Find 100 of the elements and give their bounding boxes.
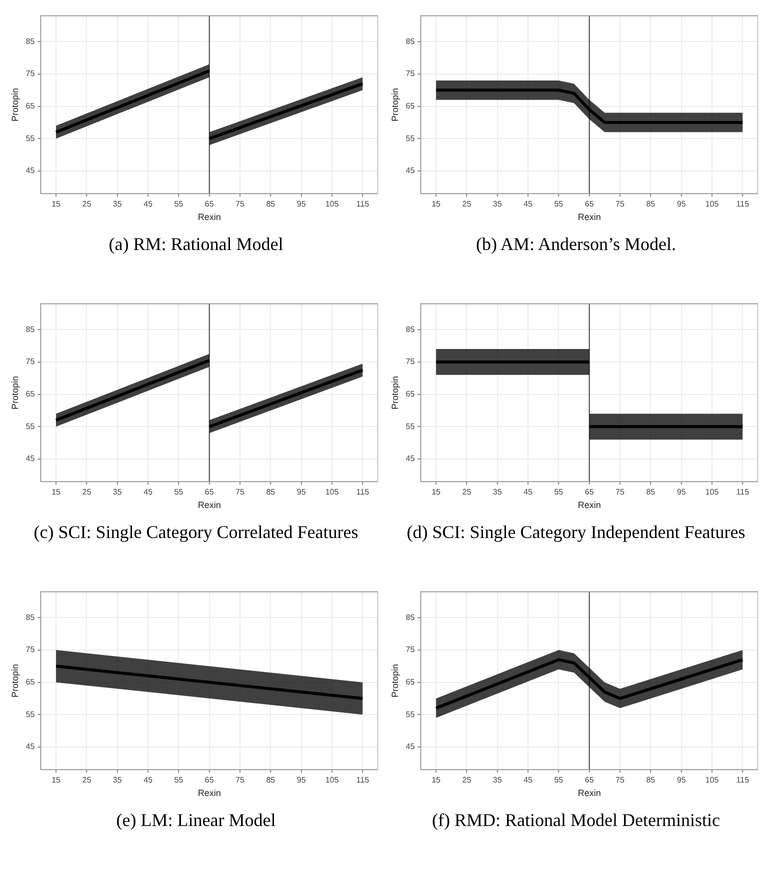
x-tick-label: 75 — [616, 200, 626, 209]
x-tick-label: 15 — [432, 488, 442, 497]
y-tick-label: 85 — [26, 36, 36, 46]
y-tick-label: 65 — [26, 390, 36, 399]
y-tick-label: 85 — [26, 324, 36, 334]
y-tick-label: 85 — [406, 36, 416, 46]
x-axis-title: Rexin — [198, 500, 221, 510]
x-tick-label: 55 — [174, 200, 184, 209]
x-tick-label: 85 — [266, 200, 276, 209]
x-tick-label: 45 — [144, 776, 154, 785]
x-axis-title: Rexin — [578, 788, 601, 798]
text: (b) AM: Anderson’s Model. — [475, 233, 677, 255]
x-tick-label: 75 — [236, 488, 246, 497]
x-tick-label: 85 — [646, 488, 656, 497]
x-tick-label: 95 — [676, 776, 686, 785]
x-tick-label: 55 — [174, 488, 184, 497]
y-tick-label: 65 — [406, 390, 416, 399]
y-tick-label: 45 — [26, 166, 36, 176]
x-tick-label: 105 — [705, 200, 720, 209]
x-tick-label: 35 — [112, 776, 122, 785]
y-axis-title: Protopin — [10, 664, 20, 698]
x-tick-label: 85 — [646, 200, 656, 209]
x-tick-label: 15 — [52, 488, 62, 497]
x-tick-label: 95 — [296, 200, 306, 209]
x-tick-label: 75 — [616, 776, 626, 785]
y-tick-label: 45 — [26, 742, 36, 752]
y-tick-label: 55 — [26, 710, 36, 719]
x-axis-title: Rexin — [198, 788, 221, 798]
x-tick-label: 75 — [616, 488, 626, 497]
y-axis-title: Protopin — [390, 664, 400, 698]
y-tick-label: 75 — [26, 645, 36, 654]
x-tick-label: 55 — [554, 488, 564, 497]
x-tick-label: 45 — [524, 776, 534, 785]
x-tick-label: 35 — [112, 488, 122, 497]
x-tick-label: 45 — [144, 200, 154, 209]
text: (c) SCI: Single Category Correlated Features — [32, 521, 360, 543]
x-tick-label: 75 — [236, 776, 246, 785]
y-axis-title: Protopin — [10, 376, 20, 410]
x-tick-label: 105 — [325, 776, 340, 785]
y-tick-label: 75 — [406, 69, 416, 78]
x-tick-label: 115 — [736, 488, 750, 497]
x-tick-label: 55 — [174, 776, 184, 785]
x-tick-label: 75 — [236, 200, 246, 209]
x-tick-label: 55 — [554, 776, 564, 785]
x-axis-title: Rexin — [198, 212, 221, 222]
y-tick-label: 75 — [26, 69, 36, 78]
x-tick-label: 105 — [705, 488, 720, 497]
y-tick-label: 65 — [26, 678, 36, 687]
x-tick-label: 95 — [676, 488, 686, 497]
y-tick-label: 55 — [26, 422, 36, 431]
x-tick-label: 45 — [144, 488, 154, 497]
y-axis-title: Protopin — [10, 88, 20, 122]
x-tick-label: 115 — [736, 200, 750, 209]
x-tick-label: 105 — [325, 488, 340, 497]
y-tick-label: 65 — [406, 678, 416, 687]
x-axis-title: Rexin — [578, 212, 601, 222]
x-tick-label: 65 — [204, 776, 214, 785]
x-tick-label: 55 — [554, 200, 564, 209]
x-tick-label: 95 — [296, 488, 306, 497]
x-tick-label: 115 — [736, 776, 750, 785]
y-tick-label: 85 — [406, 612, 416, 622]
y-tick-label: 55 — [406, 710, 416, 719]
x-tick-label: 15 — [52, 200, 62, 209]
x-tick-label: 85 — [266, 776, 276, 785]
x-tick-label: 65 — [584, 200, 594, 209]
y-axis-title: Protopin — [390, 376, 400, 410]
x-tick-label: 105 — [705, 776, 720, 785]
x-tick-label: 35 — [492, 200, 502, 209]
x-tick-label: 25 — [82, 488, 92, 497]
x-tick-label: 25 — [462, 488, 472, 497]
x-tick-label: 25 — [462, 776, 472, 785]
x-tick-label: 95 — [296, 776, 306, 785]
y-tick-label: 55 — [406, 422, 416, 431]
y-axis-title: Protopin — [390, 88, 400, 122]
x-tick-label: 45 — [524, 200, 534, 209]
x-tick-label: 65 — [584, 776, 594, 785]
text: (a) RM: Rational Model — [108, 233, 284, 255]
x-tick-label: 25 — [82, 776, 92, 785]
x-tick-label: 15 — [432, 200, 442, 209]
x-tick-label: 45 — [524, 488, 534, 497]
x-tick-label: 25 — [462, 200, 472, 209]
y-tick-label: 75 — [406, 357, 416, 366]
text: (d) SCI: Single Category Independent Features — [406, 521, 746, 543]
y-tick-label: 55 — [406, 134, 416, 143]
x-axis-title: Rexin — [578, 500, 601, 510]
y-tick-label: 75 — [26, 357, 36, 366]
y-tick-label: 85 — [26, 612, 36, 622]
y-tick-label: 75 — [406, 645, 416, 654]
x-tick-label: 15 — [52, 776, 62, 785]
x-tick-label: 85 — [646, 776, 656, 785]
x-tick-label: 65 — [204, 488, 214, 497]
text: (e) LM: Linear Model — [115, 809, 277, 831]
x-tick-label: 85 — [266, 488, 276, 497]
x-tick-label: 25 — [82, 200, 92, 209]
x-tick-label: 65 — [204, 200, 214, 209]
y-tick-label: 45 — [406, 742, 416, 752]
y-tick-label: 85 — [406, 324, 416, 334]
x-tick-label: 35 — [492, 488, 502, 497]
y-tick-label: 45 — [406, 166, 416, 176]
x-tick-label: 15 — [432, 776, 442, 785]
